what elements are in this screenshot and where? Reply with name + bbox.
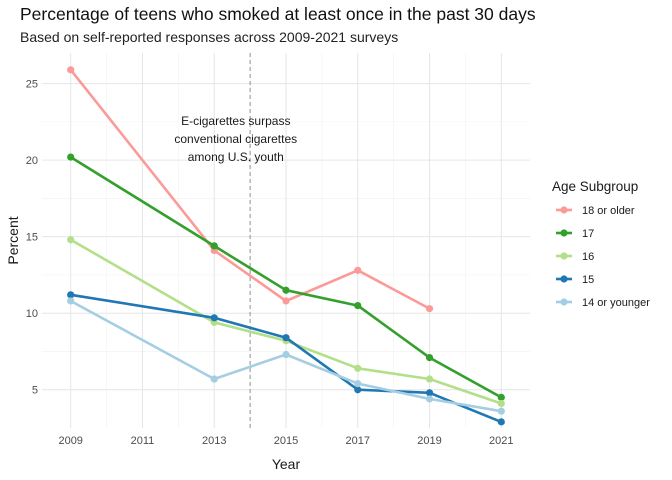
series-14-or-younger [67,297,505,415]
y-tick-label: 5 [32,385,38,397]
legend-key-dot [560,229,568,237]
chart-subtitle: Based on self-reported responses across … [20,29,399,45]
x-tick-label: 2017 [346,435,370,447]
series-line [69,238,503,405]
data-point [497,418,505,426]
legend-key-dot [560,252,568,260]
data-point [282,286,290,294]
data-point [497,393,505,401]
data-point [67,291,75,299]
series-15 [67,291,505,426]
legend-key-dot [560,206,568,214]
legend-item: 14 or younger [556,297,650,309]
x-tick-label: 2009 [58,435,82,447]
x-tick-label: 2019 [417,435,441,447]
data-point [354,266,362,274]
y-tick-label: 10 [26,308,38,320]
data-point [425,375,434,383]
series-line [69,155,503,399]
legend-label: 14 or younger [582,297,650,309]
series-line [69,299,503,413]
data-point [354,386,362,394]
legend-key-dot [560,275,568,283]
data-point [354,364,362,372]
annotation-line-text: conventional cigarettes [174,132,297,146]
chart-title: Percentage of teens who smoked at least … [20,4,536,24]
data-point [425,389,434,397]
legend-item: 17 [556,228,594,240]
data-point [425,305,434,313]
legend-key-dot [560,298,568,306]
legend-label: 18 or older [582,205,635,217]
legend-label: 16 [582,251,594,263]
legend-title: Age Subgroup [552,179,638,194]
data-point [67,153,75,161]
data-point [67,297,75,305]
legend-item: 15 [556,274,594,286]
legend: Age Subgroup 18 or older 17 16 15 14 or youn… [552,179,650,309]
data-point [497,399,505,408]
data-point [354,301,362,310]
x-tick-label: 2013 [202,435,226,447]
data-point [282,350,290,359]
x-tick-label: 2015 [274,435,298,447]
data-point [425,395,434,403]
data-point [497,407,505,415]
series-line [69,293,503,424]
y-axis-title: Percent [5,216,21,264]
series-lines [67,66,505,426]
data-point [425,353,434,362]
x-tick-label: 2021 [489,435,513,447]
y-tick-label: 25 [26,79,38,91]
x-tick-label: 2011 [131,435,155,447]
y-tick-label: 15 [26,232,38,244]
data-point [210,375,218,383]
legend-item: 16 [556,251,594,263]
data-point [210,242,218,250]
data-point [282,334,290,342]
data-point [67,236,75,244]
annotation-text: E-cigarettes surpass conventional cigaret… [174,114,297,164]
data-point [67,66,75,74]
legend-label: 17 [582,228,594,240]
legend-item: 18 or older [556,205,635,217]
annotation-line-text: E-cigarettes surpass [181,114,290,128]
series-17 [67,153,505,401]
y-tick-label: 20 [26,155,38,167]
data-point [354,380,362,388]
axis-labels: Year Percent 2009 2011 2013 2015 2017 2019 202… [5,79,514,472]
data-point [210,314,218,322]
legend-label: 15 [582,274,594,286]
annotation-line-text: among U.S. youth [188,150,284,164]
x-axis-title: Year [272,456,301,472]
data-point [282,297,290,305]
